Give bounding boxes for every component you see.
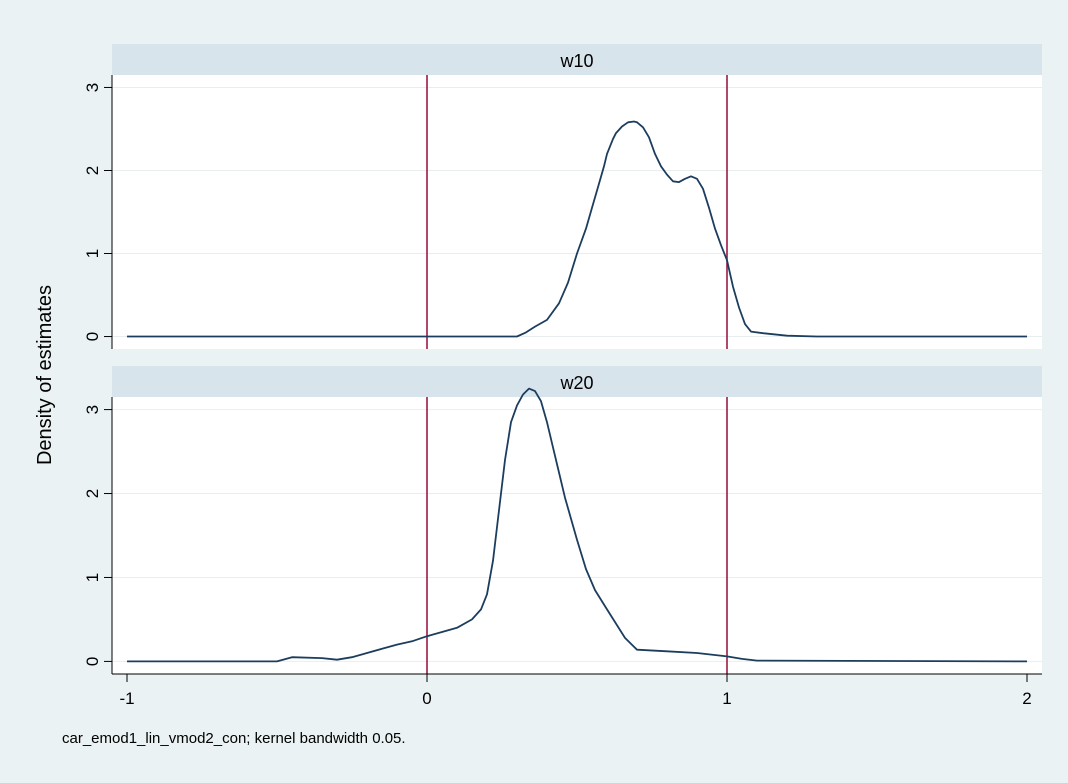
panel-title: w20 [559,373,593,393]
x-tick-label: 2 [1022,689,1031,708]
reference-lines [426,397,728,674]
panel-w10: w10 0 1 2 3 [83,44,1042,349]
panel-strip [112,366,1042,397]
density-series [127,120,1027,338]
x-axis: -1 0 1 2 [112,673,1042,708]
y-tick-label: 2 [83,166,102,175]
density-series [127,387,1028,663]
y-tick-label: 0 [83,332,102,341]
reference-lines [426,75,728,349]
y-axis: 0 1 2 3 [83,397,113,674]
y-axis-label: Density of estimates [34,285,56,465]
density-line [127,387,1028,663]
density-line [127,120,1027,338]
y-tick-label: 1 [83,573,102,582]
x-tick-label: 0 [422,689,431,708]
plot-area [112,397,1042,674]
x-tick-label: 1 [722,689,731,708]
x-tick-label: -1 [119,689,134,708]
panel-title: w10 [559,51,593,71]
y-tick-label: 0 [83,657,102,666]
y-tick-label: 3 [83,405,102,414]
panel-strip [112,44,1042,75]
panel-w20: w20 0 1 2 3 [83,366,1042,674]
plot-area [112,75,1042,349]
y-tick-label: 2 [83,489,102,498]
y-axis: 0 1 2 3 [83,75,113,349]
y-tick-label: 1 [83,249,102,258]
chart-note: car_emod1_lin_vmod2_con; kernel bandwidt… [62,730,406,747]
y-tick-label: 3 [83,83,102,92]
